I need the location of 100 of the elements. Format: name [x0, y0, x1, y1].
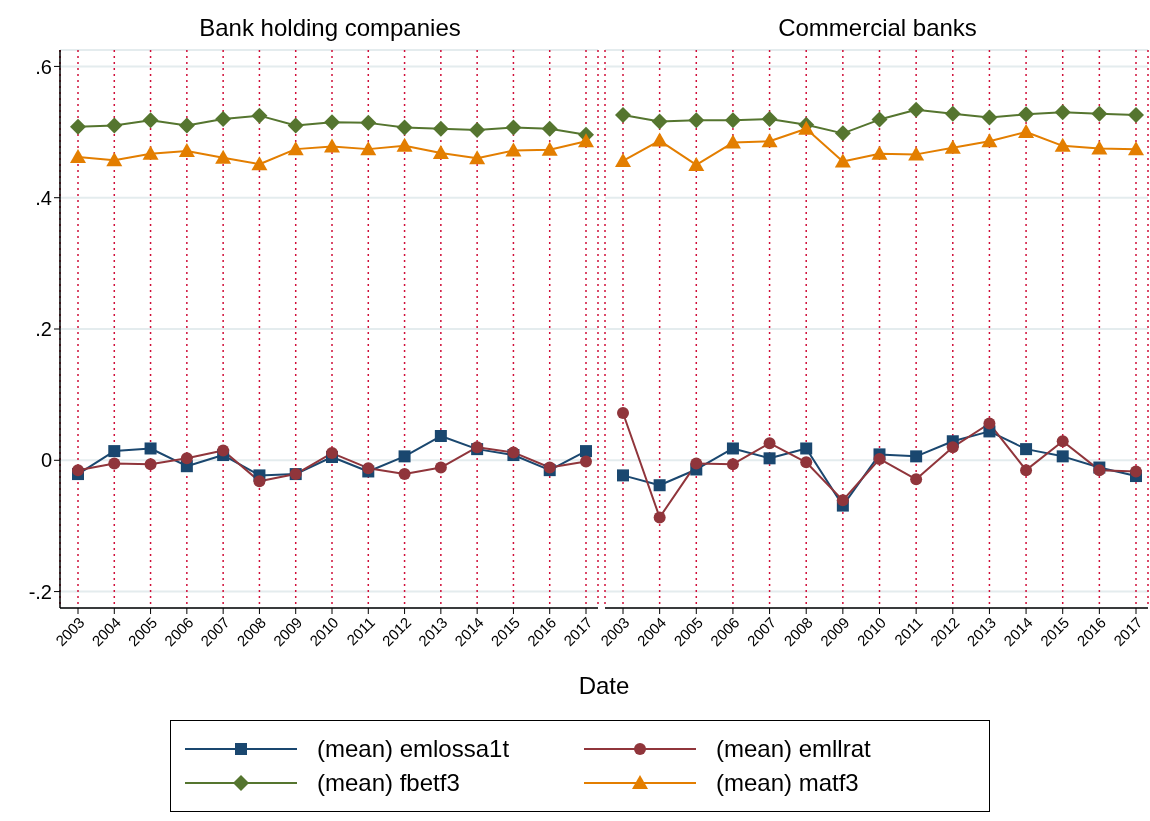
- point: [580, 445, 592, 458]
- point: [251, 156, 268, 171]
- point: [1020, 464, 1033, 477]
- point: [178, 117, 195, 134]
- point: [396, 137, 413, 152]
- y-tick-label: 0: [40, 449, 52, 472]
- y-tick-label: .4: [35, 186, 52, 209]
- point: [106, 152, 123, 167]
- point: [578, 133, 594, 148]
- point: [983, 417, 996, 430]
- point: [653, 479, 666, 492]
- point: [800, 442, 813, 455]
- point: [434, 461, 447, 474]
- point: [1018, 124, 1035, 139]
- point: [106, 117, 123, 134]
- point: [651, 132, 668, 147]
- point: [70, 118, 86, 135]
- point: [690, 457, 703, 470]
- point: [944, 105, 961, 122]
- point: [724, 112, 741, 129]
- point: [763, 437, 776, 450]
- legend-label: (mean) emllrat: [716, 735, 871, 763]
- point: [1056, 435, 1069, 448]
- point: [178, 143, 195, 158]
- point: [873, 452, 886, 465]
- point: [70, 149, 86, 163]
- point: [651, 113, 668, 130]
- point: [617, 407, 629, 420]
- point: [726, 458, 739, 471]
- point: [688, 112, 705, 129]
- point: [72, 464, 84, 477]
- point: [944, 139, 961, 154]
- point: [763, 452, 776, 465]
- chart-title: Bank holding companies: [198, 13, 462, 43]
- point: [688, 156, 705, 171]
- point: [180, 452, 193, 465]
- point: [1128, 106, 1144, 123]
- point: [1054, 104, 1071, 121]
- point: [144, 442, 157, 455]
- point: [324, 114, 340, 131]
- point: [800, 456, 813, 469]
- point: [432, 120, 449, 137]
- point: [541, 141, 558, 156]
- x-axis-title: Date: [577, 672, 631, 700]
- point: [726, 442, 739, 455]
- point: [360, 141, 377, 156]
- point: [142, 145, 159, 160]
- point: [834, 125, 851, 142]
- point: [981, 133, 998, 148]
- point: [324, 138, 340, 153]
- point: [1091, 140, 1108, 155]
- point: [505, 119, 522, 136]
- point: [287, 117, 304, 134]
- point: [432, 145, 449, 160]
- legend-label: (mean) matf3: [716, 769, 859, 797]
- point: [1054, 137, 1071, 152]
- point: [144, 458, 157, 471]
- y-tick-label: -.2: [28, 580, 52, 603]
- point: [1018, 106, 1035, 123]
- point: [836, 494, 849, 507]
- point: [398, 450, 411, 463]
- point: [946, 441, 959, 454]
- point: [398, 468, 411, 481]
- point: [142, 112, 159, 129]
- point: [108, 445, 121, 458]
- point: [761, 110, 778, 127]
- point: [251, 107, 268, 124]
- point: [1128, 141, 1144, 156]
- point: [253, 475, 266, 488]
- point: [1091, 105, 1108, 122]
- point: [908, 146, 925, 161]
- point: [653, 511, 666, 524]
- chart-title: Commercial banks: [777, 13, 978, 43]
- point: [617, 469, 629, 482]
- y-tick-label: .6: [35, 55, 52, 78]
- point: [108, 457, 121, 470]
- point: [580, 455, 592, 468]
- point: [360, 114, 377, 131]
- legend-label: (mean) emlossa1t: [317, 735, 510, 763]
- point: [1020, 443, 1033, 456]
- point: [871, 145, 888, 160]
- legend-label: (mean) fbetf3: [317, 769, 460, 797]
- point: [981, 109, 998, 126]
- point: [326, 447, 338, 460]
- point: [541, 120, 558, 137]
- point: [615, 106, 631, 123]
- point: [1056, 450, 1069, 463]
- point: [469, 150, 486, 165]
- point: [910, 450, 923, 463]
- point: [215, 110, 232, 127]
- point: [871, 111, 888, 128]
- point: [798, 120, 815, 135]
- point: [215, 149, 232, 164]
- y-tick-label: .2: [35, 318, 52, 341]
- point: [761, 133, 778, 148]
- point: [505, 142, 522, 157]
- point: [434, 430, 447, 443]
- point: [724, 134, 741, 149]
- point: [908, 101, 925, 118]
- point: [834, 153, 851, 168]
